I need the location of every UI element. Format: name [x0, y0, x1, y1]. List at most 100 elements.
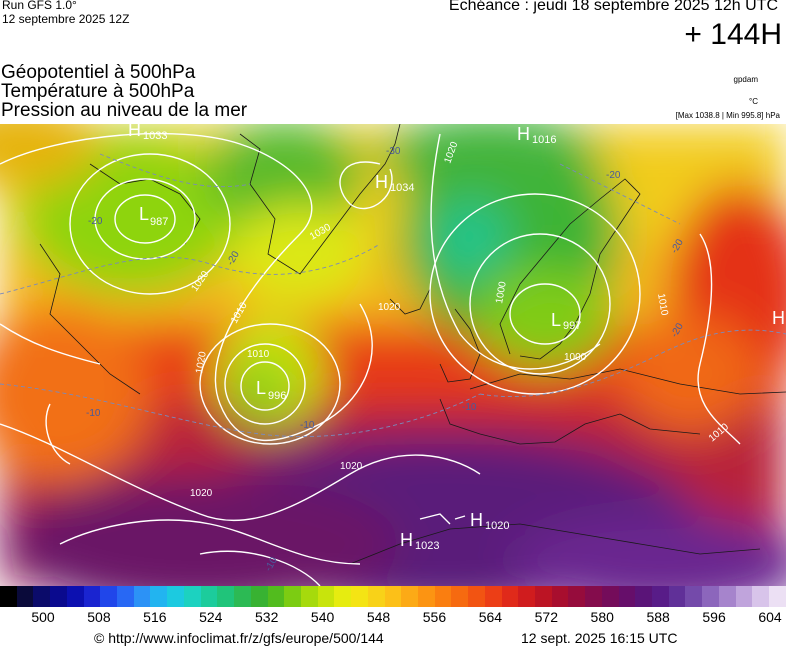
scale-tick-label: 524: [199, 609, 223, 625]
scale-tick-label: 596: [702, 609, 726, 625]
init-date: 12 septembre 2025 12Z: [2, 12, 130, 26]
scale-tick-label: 572: [534, 609, 558, 625]
scale-swatch: [334, 586, 352, 607]
scale-swatch: [702, 586, 719, 607]
svg-text:H: H: [400, 530, 413, 550]
scale-swatch: [16, 586, 34, 607]
scale-tick-label: 564: [478, 609, 503, 625]
svg-text:H: H: [128, 124, 141, 140]
scale-tick-label: 508: [87, 609, 111, 625]
svg-text:1020: 1020: [194, 350, 209, 374]
scale-swatch: [484, 586, 502, 607]
scale-swatch: [83, 586, 101, 607]
high-center: H 1023: [400, 530, 439, 552]
svg-text:-20: -20: [606, 170, 621, 181]
scale-swatch: [551, 586, 569, 607]
scale-swatch: [367, 586, 385, 607]
scale-swatch: [668, 586, 686, 607]
scale-swatch: [167, 586, 184, 607]
scale-tick-label: 500: [31, 609, 55, 625]
svg-text:H: H: [470, 510, 483, 530]
svg-text:L: L: [256, 378, 266, 398]
svg-text:H: H: [375, 172, 388, 192]
svg-text:1010: 1010: [655, 293, 670, 317]
svg-text:1010: 1010: [247, 349, 270, 360]
scale-swatch: [451, 586, 469, 607]
scale-swatch: [769, 586, 786, 607]
high-center: H: [772, 308, 785, 328]
svg-text:-10: -10: [300, 420, 315, 431]
scale-swatch: [501, 586, 519, 607]
scale-swatch: [685, 586, 703, 607]
scale-swatch: [183, 586, 201, 607]
scale-tick-label: 556: [422, 609, 447, 625]
svg-text:H: H: [772, 308, 785, 328]
svg-text:1020: 1020: [340, 461, 363, 472]
scale-swatch: [250, 586, 268, 607]
scale-ticks: 500 508 516 524 532 540 548 556 564 572 580 588 596 6…: [0, 609, 786, 627]
high-center: H 1033: [128, 124, 167, 142]
map-titles: Géopotentiel à 500hPa Température à 500h…: [1, 63, 247, 120]
unit-temperature: °C: [749, 97, 758, 106]
scale-tick-label: 532: [255, 609, 279, 625]
svg-text:-20: -20: [88, 216, 103, 227]
low-center: L 997: [551, 310, 581, 332]
scale-swatch: [117, 586, 134, 607]
scale-swatch: [735, 586, 753, 607]
high-center: H 1034: [375, 172, 414, 194]
svg-text:-10: -10: [86, 408, 101, 419]
scale-swatch: [300, 586, 318, 607]
scale-swatch: [200, 586, 218, 607]
scale-swatch: [434, 586, 452, 607]
scale-swatch: [50, 586, 67, 607]
scale-swatch: [351, 586, 368, 607]
svg-text:1000: 1000: [494, 280, 509, 304]
scale-tick-label: 548: [366, 609, 391, 625]
scale-swatch: [33, 586, 51, 607]
scale-swatch: [317, 586, 335, 607]
scale-swatch: [635, 586, 653, 607]
scale-swatch: [417, 586, 435, 607]
svg-text:L: L: [139, 204, 149, 224]
temperature-isotherms: [0, 153, 786, 438]
forecast-valid-time: Echéance : jeudi 18 septembre 2025 12h U…: [448, 0, 778, 14]
scale-swatch: [535, 586, 552, 607]
geopotential-field: [0, 124, 786, 586]
svg-text:1023: 1023: [415, 540, 439, 552]
scale-swatch: [601, 586, 619, 607]
scale-tick-label: 540: [310, 609, 335, 625]
scale-tick-label: 580: [590, 609, 614, 625]
title-temperature: Température à 500hPa: [1, 81, 195, 102]
scale-swatch: [150, 586, 168, 607]
scale-swatch: [401, 586, 418, 607]
scale-swatch: [217, 586, 235, 607]
svg-text:987: 987: [150, 216, 168, 228]
svg-text:1016: 1016: [532, 134, 556, 146]
unit-geopotential: gpdam: [733, 75, 758, 84]
scale-swatch: [568, 586, 586, 607]
scale-swatch: [384, 586, 402, 607]
scale-swatch: [718, 586, 736, 607]
svg-text:1020: 1020: [378, 302, 401, 313]
high-center: H 1020: [470, 510, 509, 532]
svg-text:996: 996: [268, 390, 286, 402]
scale-swatch: [0, 586, 17, 607]
scale-tick-label: 588: [646, 609, 670, 625]
svg-text:L: L: [551, 310, 561, 330]
scale-swatch: [652, 586, 669, 607]
title-pressure: Pression au niveau de la mer: [1, 100, 248, 121]
svg-text:-10: -10: [462, 402, 477, 413]
svg-text:997: 997: [563, 320, 581, 332]
svg-text:H: H: [517, 124, 530, 144]
scale-swatch: [518, 586, 535, 607]
scale-tick-label: 604: [758, 609, 782, 625]
high-center: H 1016: [517, 124, 556, 146]
scale-swatch: [133, 586, 151, 607]
svg-text:1000: 1000: [564, 352, 587, 363]
svg-text:1033: 1033: [143, 130, 167, 142]
svg-text:1034: 1034: [390, 182, 414, 194]
svg-text:-30: -30: [386, 146, 401, 157]
scale-swatch: [585, 586, 602, 607]
coastlines: [39, 124, 786, 565]
lead-time: + 144H: [684, 18, 782, 51]
